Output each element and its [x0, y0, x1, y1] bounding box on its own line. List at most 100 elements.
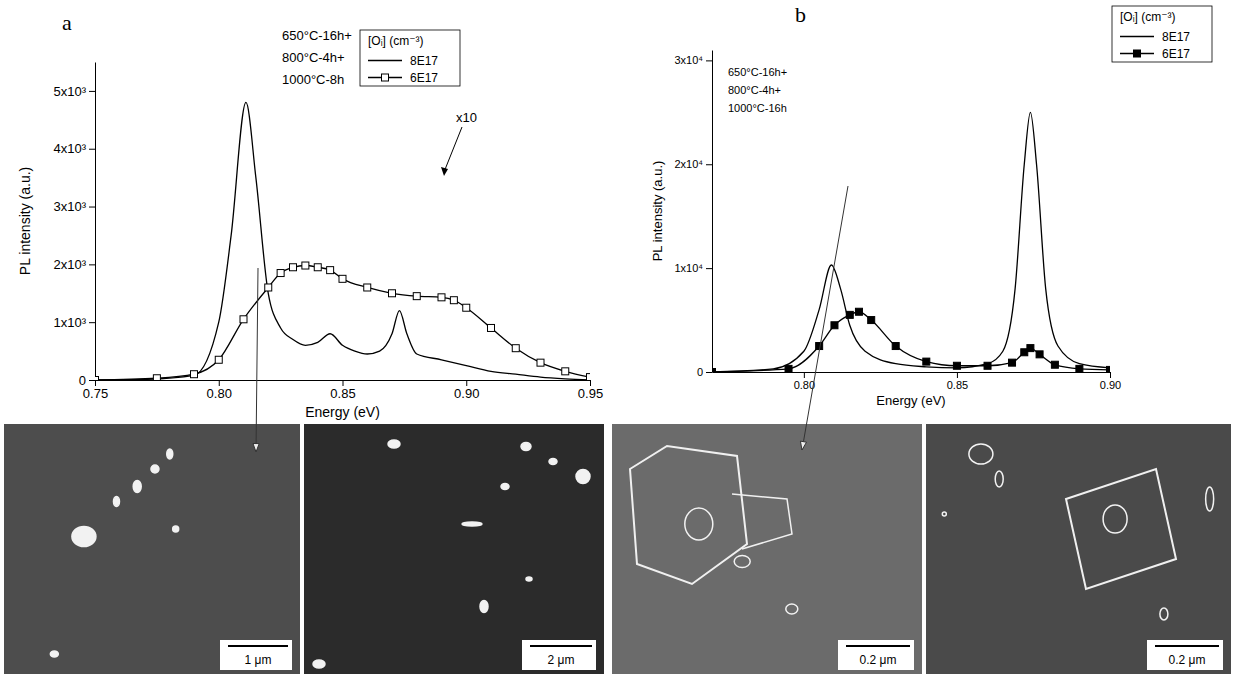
marker: [314, 264, 321, 271]
marker: [1076, 365, 1083, 372]
panel-label: a: [62, 10, 72, 35]
arrow: [256, 268, 258, 452]
arrow: [444, 127, 462, 172]
marker: [1051, 361, 1058, 368]
legend-box: [360, 30, 460, 86]
arrow-head: [441, 167, 448, 176]
marker: [1107, 366, 1111, 372]
series-line: [95, 102, 590, 380]
scale-bar-label: 0.2 μm: [1169, 653, 1206, 667]
marker: [153, 375, 160, 380]
marker: [984, 362, 991, 369]
precipitate: [521, 443, 531, 451]
tick-label: 3x10³: [53, 199, 86, 214]
precipitate: [151, 465, 159, 473]
scale-bar: [846, 645, 910, 647]
marker: [413, 293, 420, 300]
marker: [712, 369, 716, 373]
tick-label: 0: [79, 373, 86, 388]
marker: [587, 374, 591, 380]
x-axis: 0.800.850.90: [713, 372, 1122, 391]
tick-mark: [466, 380, 467, 386]
tick-mark: [89, 207, 95, 208]
legend-title: [Oᵢ] (cm⁻³): [368, 34, 424, 48]
tick-label: 4x10³: [53, 141, 86, 156]
annotation: 1000°C-8h: [282, 72, 344, 87]
tick: 1x10³: [53, 315, 95, 330]
marker: [1036, 351, 1043, 358]
scale-bar-background: [220, 640, 292, 670]
precipitate: [685, 508, 713, 540]
scale-bar-background: [522, 640, 596, 670]
scale-bar: [530, 645, 592, 647]
tick: 3x10⁴: [674, 54, 712, 66]
precipitate: [388, 440, 400, 448]
precipitate: [480, 601, 488, 613]
x-axis-title: Energy (eV): [876, 393, 945, 408]
tick-label: 0.85: [330, 386, 355, 401]
tick: 0.90: [1100, 372, 1121, 391]
precipitate: [1103, 505, 1127, 533]
tick-label: 0.90: [454, 386, 479, 401]
tick-label: 2x10³: [53, 257, 86, 272]
x-axis: 0.750.800.850.900.95: [83, 380, 603, 401]
tick: 5x10³: [53, 84, 95, 99]
legend-label: 6E17: [410, 71, 438, 85]
tick-mark: [804, 372, 805, 378]
legend: [Oᵢ] (cm⁻³)8E176E17: [1112, 6, 1212, 62]
precipitate: [549, 459, 557, 465]
precipitate: [133, 481, 141, 493]
precipitate: [313, 660, 325, 668]
precipitate: [50, 651, 58, 657]
scale-bar-label: 2 μm: [548, 653, 575, 667]
precipitate: [113, 497, 119, 507]
marker: [846, 311, 853, 318]
annotation: 650°C-16h+: [282, 28, 352, 43]
marker: [953, 362, 960, 369]
y-axis: 0 1x10³ 2x10³ 3x10³ 4x10³ 5x10³: [53, 63, 95, 388]
marker: [1027, 345, 1034, 352]
dislocation-loop: [630, 446, 747, 584]
tick-mark: [95, 380, 96, 386]
tick-label: 0.85: [947, 379, 968, 391]
annotation: 800°C-4h+: [282, 50, 345, 65]
tick-mark: [89, 380, 95, 381]
tick-label: 2x10⁴: [674, 158, 703, 170]
scale-bar-label: 1 μm: [245, 653, 272, 667]
tick-label: 0.95: [578, 386, 603, 401]
axis-line: [713, 372, 1111, 373]
marker: [240, 316, 247, 323]
tick-mark: [89, 149, 95, 150]
marker: [488, 324, 495, 331]
plot-area: [712, 112, 1110, 372]
arrow-head: [800, 441, 806, 450]
annotation: x10: [456, 110, 477, 125]
tick-label: 0: [697, 366, 703, 378]
tick-label: 0.90: [1100, 379, 1121, 391]
tick-label: 0.80: [207, 386, 232, 401]
axis-line: [712, 51, 713, 373]
scale-bar: [228, 645, 288, 647]
arrow: [802, 186, 848, 450]
micrograph: 2 μm: [304, 424, 604, 674]
tick-mark: [89, 91, 95, 92]
plot-area: [95, 102, 590, 380]
marker: [831, 322, 838, 329]
tick: 0.80: [207, 380, 232, 401]
marker: [389, 290, 396, 297]
legend-label: 8E17: [410, 54, 438, 68]
y-axis-title: PL intensity (a.u.): [650, 161, 665, 262]
tick: 2x10⁴: [674, 158, 712, 170]
arrow-head: [253, 444, 259, 452]
platelet: [1066, 469, 1176, 589]
micrograph: 0.2 μm: [612, 424, 922, 674]
tick-label: 1x10³: [53, 315, 86, 330]
tick-mark: [1110, 372, 1111, 378]
tick: 0: [697, 366, 712, 378]
chart: 0.750.800.850.900.9501x10³2x10³3x10³4x10…: [17, 10, 603, 420]
axis-line: [95, 63, 96, 381]
precipitate: [576, 470, 590, 484]
precipitate: [734, 556, 750, 568]
tick: 2x10³: [53, 257, 95, 272]
y-axis: 01x10⁴2x10⁴3x10⁴: [674, 51, 712, 379]
